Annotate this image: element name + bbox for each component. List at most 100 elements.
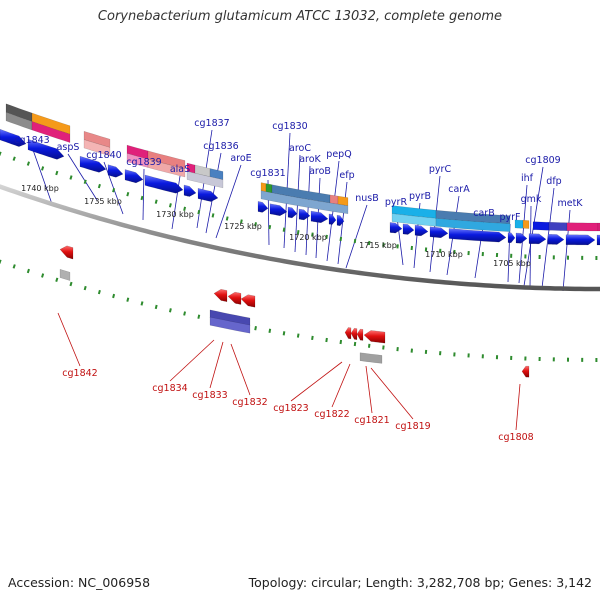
reverse-gene-arrow: [363, 330, 386, 344]
forward-gene-label: cg1840: [86, 150, 121, 161]
reverse-gene-label: cg1842: [62, 368, 97, 379]
reverse-gene-arrow: [227, 291, 242, 305]
protein-domain-box: [435, 218, 511, 232]
forward-gene-arrow: [124, 169, 144, 184]
scale-label: 1730 kbp: [156, 210, 194, 219]
forward-gene-label: alaS: [170, 164, 190, 175]
scale-label: 1715 kbp: [359, 241, 397, 250]
forward-gene-label: aspS: [57, 142, 80, 153]
scale-label: 1735 kbp: [84, 197, 122, 206]
forward-gene-arrow: [0, 128, 27, 147]
forward-gene-label: carA: [448, 184, 470, 195]
forward-gene-arrow: [565, 234, 596, 246]
forward-gene-arrow: [183, 184, 197, 197]
topology-info: Topology: circular; Length: 3,282,708 bp…: [248, 575, 592, 590]
forward-gene-arrow: [528, 233, 547, 245]
outer-scale-ring: [0, 151, 598, 261]
forward-gene-arrow: [429, 226, 449, 239]
forward-gene-leader: [171, 175, 181, 230]
forward-gene-label: nusB: [355, 193, 379, 204]
forward-gene-arrow: [547, 233, 565, 245]
reverse-gene-label: cg1823: [273, 403, 308, 414]
forward-gene-label: cg1831: [250, 168, 285, 179]
reverse-gene-leader: [230, 343, 251, 396]
forward-gene-leader: [215, 164, 242, 239]
forward-gene-arrow: [27, 138, 65, 160]
protein-domain-box: [359, 352, 383, 364]
scale-label: 1705 kbp: [493, 259, 531, 268]
reverse-gene-arrow: [344, 327, 352, 340]
forward-gene-arrow: [402, 223, 415, 235]
map-title: Corynebacterium glutamicum ATCC 13032, c…: [97, 9, 503, 24]
forward-gene-label: cg1839: [126, 157, 161, 168]
forward-gene-arrow: [79, 155, 107, 173]
reverse-gene-arrow: [521, 365, 530, 378]
protein-domain-box: [532, 221, 550, 231]
forward-gene-label: cg1843: [14, 135, 49, 146]
forward-gene-label: aroE: [230, 153, 251, 164]
forward-gene-label: aroK: [299, 154, 321, 165]
forward-gene-leader: [305, 165, 311, 256]
reverse-gene-leader: [365, 365, 373, 414]
forward-gene-arrow: [596, 234, 600, 246]
forward-gene-leader: [529, 205, 532, 289]
reverse-gene-label: cg1808: [498, 432, 533, 443]
protein-domain-box: [329, 194, 339, 205]
forward-gene-label: gmk: [521, 194, 542, 205]
forward-gene-label: carB: [473, 208, 494, 219]
forward-gene-leader: [518, 184, 528, 284]
forward-gene-leader: [562, 209, 571, 292]
reverse-gene-arrow: [350, 327, 358, 340]
forward-gene-leader: [205, 152, 222, 234]
forward-gene-label: pyrC: [429, 164, 452, 175]
scale-label: 1720 kbp: [289, 233, 327, 242]
forward-gene-label: pyrB: [409, 191, 431, 202]
protein-domain-box: [522, 220, 530, 229]
forward-gene-arrow: [336, 214, 345, 227]
forward-gene-arrow: [269, 203, 288, 216]
forward-gene-arrow: [328, 213, 337, 225]
reverse-gene-leader: [370, 367, 414, 420]
forward-gene-leader: [103, 161, 124, 215]
forward-gene-arrow: [389, 222, 403, 234]
forward-gene-label: metK: [557, 198, 583, 209]
protein-domain-box: [265, 183, 273, 194]
forward-gene-leader: [345, 204, 368, 269]
forward-gene-arrow: [257, 201, 269, 213]
reverse-gene-label: cg1833: [192, 390, 227, 401]
forward-gene-arrow: [107, 164, 124, 178]
forward-gene-label: cg1836: [203, 141, 238, 152]
reverse-gene-leader: [331, 363, 351, 408]
forward-gene-arrow: [310, 210, 329, 224]
forward-gene-arrow: [287, 206, 298, 219]
forward-gene-leader: [31, 146, 53, 205]
accession-info: Accession: NC_006958: [8, 575, 151, 590]
reverse-gene-label: cg1832: [232, 397, 267, 408]
forward-gene-label: pepQ: [326, 149, 351, 160]
forward-gene-label: aroB: [309, 166, 331, 177]
scale-label: 1710 kbp: [425, 250, 463, 259]
forward-gene-leader: [142, 168, 145, 221]
forward-gene-arrow: [414, 224, 429, 237]
protein-domain-box: [566, 222, 599, 232]
reverse-gene-arrow: [240, 294, 256, 308]
protein-domain-box: [260, 182, 267, 192]
protein-domain-box: [548, 222, 568, 231]
reverse-gene-leader: [57, 312, 81, 367]
reverse-gene-label: cg1822: [314, 409, 349, 420]
reverse-gene-leader: [169, 339, 215, 382]
protein-domain-box: [260, 190, 349, 215]
protein-domain-box: [209, 316, 251, 334]
forward-gene-arrow: [515, 232, 528, 244]
reverse-gene-leader: [209, 341, 224, 389]
reverse-gene-label: cg1834: [152, 383, 187, 394]
reverse-gene-leader: [515, 383, 521, 431]
forward-gene-label: cg1830: [272, 121, 307, 132]
forward-gene-label: pyrR: [385, 197, 408, 208]
forward-gene-label: ihf: [521, 173, 534, 184]
forward-gene-arrow: [197, 187, 219, 202]
forward-gene-label: pyrF: [499, 212, 520, 223]
forward-gene-leader: [67, 153, 98, 201]
forward-gene-arrow: [448, 228, 507, 243]
